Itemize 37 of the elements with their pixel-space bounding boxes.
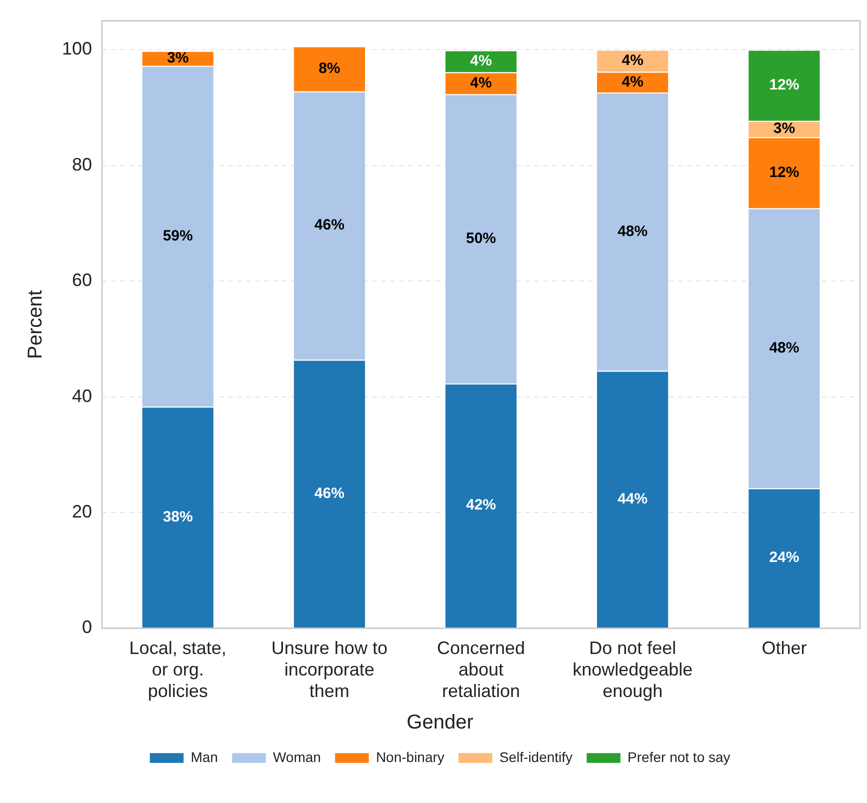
- data-label: 48%: [618, 222, 648, 240]
- x-tick-label: Concerned about retaliation: [436, 638, 526, 702]
- data-label: 3%: [773, 120, 796, 138]
- x-tick-label: Do not feel knowledgeable enough: [572, 638, 693, 702]
- legend-label: Non-binary: [376, 748, 444, 765]
- x-tick-label: Local, state, or org. policies: [129, 638, 226, 702]
- data-label: 44%: [618, 490, 648, 508]
- data-label: 4%: [470, 52, 492, 70]
- data-label: 38%: [162, 508, 193, 526]
- data-label: 42%: [466, 496, 496, 514]
- data-label: 50%: [466, 230, 496, 248]
- data-label: 8%: [318, 60, 340, 77]
- y-tick-label: 100: [62, 38, 92, 59]
- y-tick-label: 0: [82, 617, 92, 638]
- y-axis-title: Percent: [24, 290, 47, 359]
- x-tick-label: Other: [762, 638, 807, 658]
- legend-label: Man: [190, 748, 218, 765]
- legend-title: Gender: [406, 712, 474, 734]
- legend-label: Woman: [272, 748, 321, 765]
- data-label: 46%: [314, 216, 344, 234]
- data-label: 12%: [769, 76, 800, 94]
- y-tick-label: 20: [72, 501, 92, 522]
- data-label: 12%: [769, 164, 800, 181]
- legend-label: Self-identify: [499, 748, 573, 765]
- data-label: 59%: [162, 227, 193, 244]
- data-label: 46%: [314, 484, 344, 502]
- data-label: 4%: [622, 52, 644, 69]
- data-label: 48%: [769, 339, 800, 356]
- data-label: 24%: [769, 549, 800, 566]
- y-tick-label: 80: [72, 154, 92, 174]
- x-tick-label: Unsure how to incorporate them: [271, 638, 388, 702]
- data-label: 4%: [470, 74, 492, 92]
- y-tick-label: 40: [72, 386, 92, 406]
- data-label: 3%: [166, 50, 189, 67]
- legend-label: Prefer not to say: [628, 748, 730, 765]
- data-label: 4%: [622, 73, 644, 90]
- y-tick-label: 60: [72, 270, 92, 290]
